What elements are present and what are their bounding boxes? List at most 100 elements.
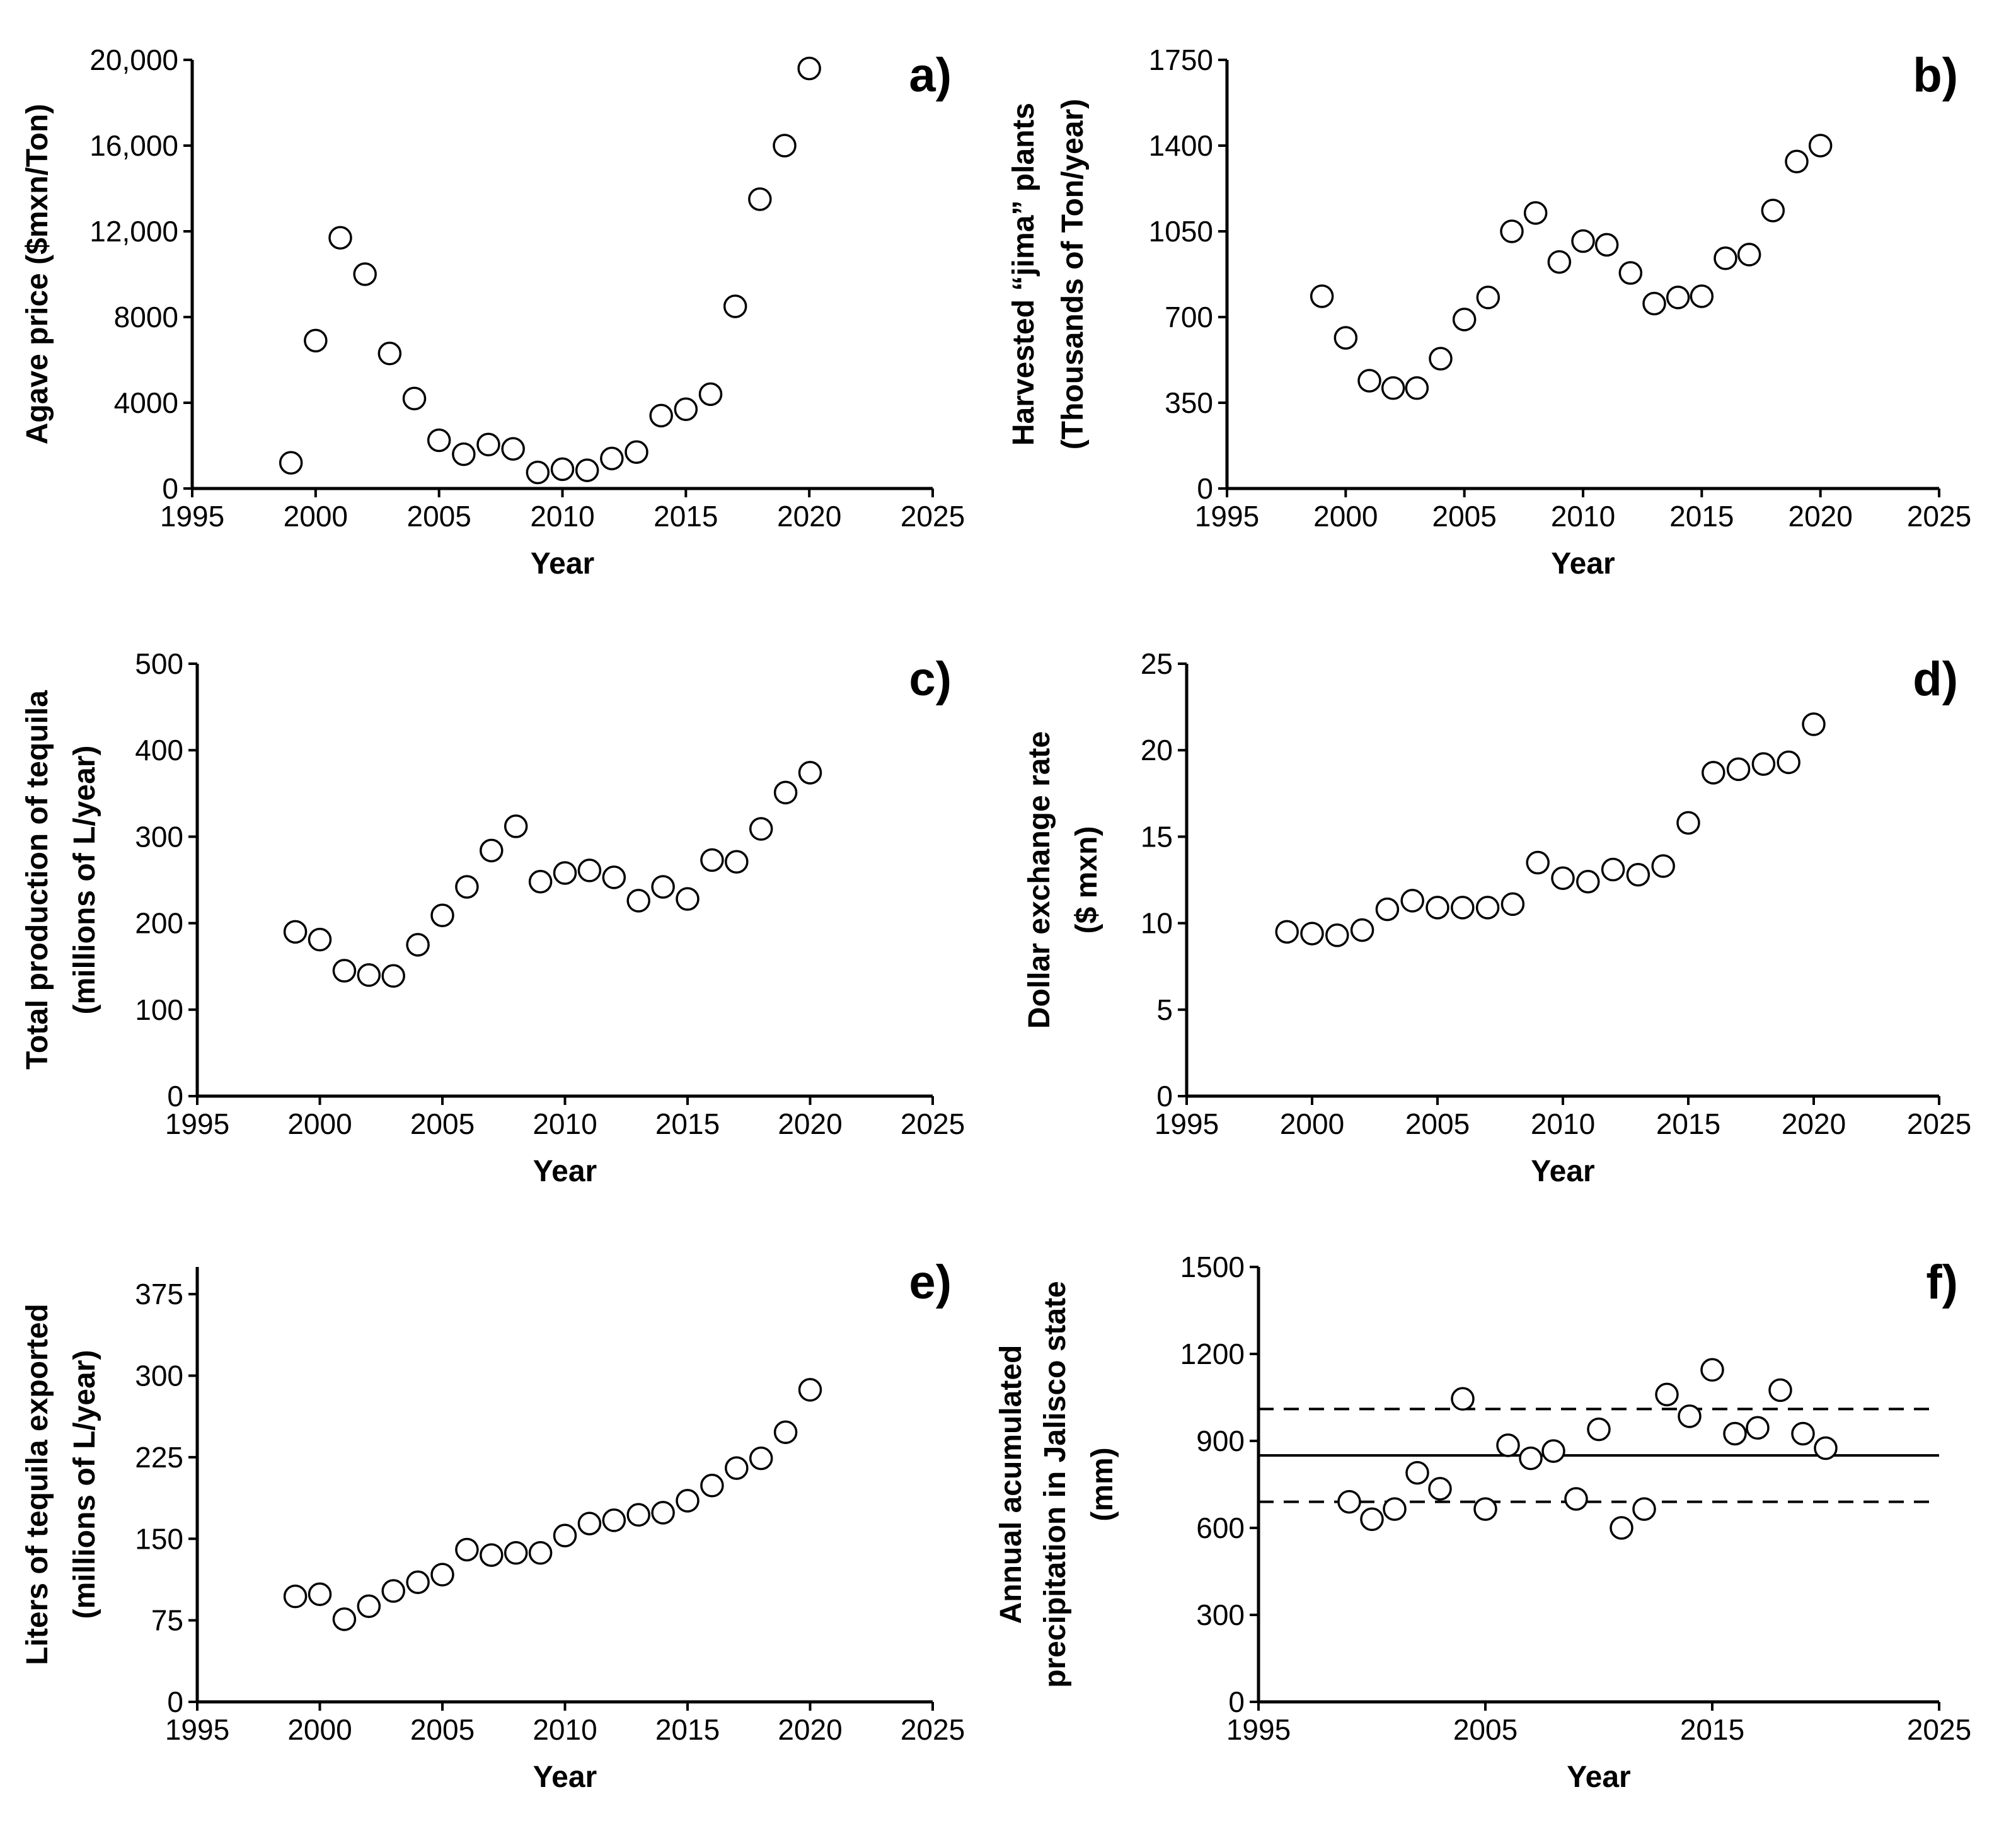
panel-1-y-tick-label-4: 12,000 <box>89 215 178 248</box>
panel-5-y-tick-label-1: 0 <box>167 1685 183 1718</box>
panel-4-x-tick-label-6: 2020 <box>1782 1107 1846 1140</box>
panel-4-y-tick-label-4: 15 <box>1141 820 1173 853</box>
panel-6-data-point-2014 <box>1678 1404 1702 1428</box>
panel-2: 0 350 700 1050 1400 1750 1995 2000 2005 2010 2015 2… <box>1007 43 1971 581</box>
panel-5-y-axis-title-line-2: (millions of L/year) <box>68 1350 101 1619</box>
panel-6-data-point-2015 <box>1700 1358 1724 1382</box>
panel-6-x-tick-label-2: 2005 <box>1453 1713 1518 1746</box>
panel-6-y-tick-label-5: 1200 <box>1180 1338 1245 1370</box>
panel-1-x-tick-label-1: 1995 <box>160 500 224 533</box>
panel-3-y-axis-title-line-2: (millions of L/year) <box>68 746 101 1015</box>
panel-2-data-point-2014 <box>1666 286 1690 309</box>
panel-6-data-point-2005 <box>1473 1497 1497 1521</box>
panel-4-x-tick-label-3: 2005 <box>1405 1107 1470 1140</box>
panel-6-label: f) <box>1926 1256 1958 1309</box>
panel-3-data-point-2003 <box>381 964 405 988</box>
panel-1-x-tick-label-2: 2000 <box>284 500 348 533</box>
panel-5-data-point-2015 <box>676 1489 700 1513</box>
panel-5-data-point-2000 <box>308 1582 332 1606</box>
panel-5-y-tick-label-4: 225 <box>135 1441 183 1474</box>
panel-1-data-point-2011 <box>575 458 599 482</box>
panel-6-x-tick-label-1: 1995 <box>1226 1713 1291 1746</box>
panel-5-x-tick-label-3: 2005 <box>410 1713 475 1746</box>
panel-6-data-point-2004 <box>1451 1387 1475 1411</box>
panel-4-x-axis-title: Year <box>1531 1155 1594 1188</box>
panel-4-data-point-2014 <box>1651 854 1675 878</box>
panel-5-data-point-2012 <box>602 1508 626 1532</box>
panel-3: 0 100 200 300 400 500 1995 2000 2005 2010 2015 2020… <box>21 647 965 1188</box>
panel-6-data-point-2019 <box>1791 1421 1815 1446</box>
panel-3-label: c) <box>909 652 952 706</box>
panel-1-data-point-2012 <box>600 446 624 471</box>
panel-2-y-axis-title-line-2: (Thousands of Ton/year) <box>1056 99 1090 449</box>
panel-4-data-point-2008 <box>1500 892 1525 916</box>
panel-1-data-point-2001 <box>328 226 352 250</box>
panel-2-y-tick-label-4: 1050 <box>1149 215 1213 248</box>
panel-1-data-point-2000 <box>304 328 328 353</box>
panel-5-data-point-2004 <box>406 1570 430 1594</box>
panel-5-x-tick-label-2: 2000 <box>287 1713 352 1746</box>
panel-3-data-point-1999 <box>283 920 308 944</box>
panel-6-data-point-2001 <box>1383 1497 1407 1521</box>
panel-3-y-tick-label-5: 400 <box>135 734 183 766</box>
panel-3-data-point-2009 <box>528 869 553 894</box>
panel-2-x-tick-label-1: 1995 <box>1195 500 1259 533</box>
panel-5-data-point-2017 <box>725 1456 749 1480</box>
panel-3-y-tick-label-1: 0 <box>167 1080 183 1113</box>
panel-3-x-tick-label-5: 2015 <box>655 1107 720 1140</box>
panel-5-y-axis-title-line-1: Liters of tequila exported <box>21 1304 54 1665</box>
panel-6-y-tick-label-4: 900 <box>1196 1425 1245 1457</box>
panel-1-x-tick-label-3: 2005 <box>406 500 471 533</box>
panel-1-data-point-2006 <box>452 442 476 466</box>
panel-2-data-point-2007 <box>1500 219 1524 243</box>
panel-4-data-point-1999 <box>1275 920 1299 944</box>
panel-4-data-point-2012 <box>1601 857 1625 882</box>
panel-4-x-tick-label-1: 1995 <box>1155 1107 1219 1140</box>
panel-6-y-axis-title-line-1: Annual acumulated <box>994 1345 1028 1624</box>
panel-6-data-point-2018 <box>1768 1378 1792 1402</box>
panel-3-x-tick-label-3: 2005 <box>410 1107 475 1140</box>
panel-2-data-point-2013 <box>1642 291 1666 316</box>
panel-4-data-point-2020 <box>1802 712 1826 736</box>
panel-4-y-tick-label-1: 0 <box>1156 1080 1173 1113</box>
panel-3-y-tick-label-6: 500 <box>135 647 183 680</box>
panel-4-data-point-2018 <box>1751 752 1776 776</box>
panel-1-y-tick-label-3: 8000 <box>114 301 178 333</box>
panel-6-data-point-2020 <box>1814 1436 1838 1460</box>
panel-3-data-point-2020 <box>798 761 822 785</box>
panel-2-data-point-2000 <box>1333 326 1358 350</box>
panel-1-x-axis-title: Year <box>531 547 594 581</box>
panel-5-x-tick-label-4: 2010 <box>533 1713 597 1746</box>
panel-2-data-point-2005 <box>1452 308 1477 332</box>
panel-2-data-point-2003 <box>1405 376 1429 400</box>
panel-4-label: d) <box>1913 652 1958 706</box>
panel-4-data-point-2010 <box>1551 866 1575 891</box>
panel-4-data-point-2005 <box>1426 896 1449 920</box>
panel-1-data-point-2007 <box>476 432 500 457</box>
panel-1-data-point-2015 <box>674 397 698 421</box>
panel-4-data-point-2004 <box>1400 889 1424 913</box>
panel-3-x-tick-label-1: 1995 <box>165 1107 229 1140</box>
panel-6-data-point-2007 <box>1519 1446 1543 1471</box>
panel-3-x-tick-label-2: 2000 <box>287 1107 352 1140</box>
panel-5-x-axis-title: Year <box>533 1760 597 1794</box>
panel-4-y-axis-title-line-1: Dollar exchange rate <box>1023 731 1056 1029</box>
panel-6: 0 300 600 900 1200 1500 1995 2005 2015 2025 Year An… <box>994 1251 1971 1794</box>
panel-5-data-point-2020 <box>798 1378 822 1402</box>
panel-3-data-point-2002 <box>357 963 381 987</box>
panel-1-data-point-2009 <box>526 460 550 485</box>
panel-4-data-point-2003 <box>1375 897 1400 922</box>
panel-3-data-point-2013 <box>626 889 650 913</box>
panel-4-data-point-2000 <box>1300 922 1324 945</box>
panel-6-data-point-2013 <box>1655 1382 1679 1407</box>
panel-6-data-point-2002 <box>1405 1460 1429 1485</box>
panel-2-y-tick-label-2: 350 <box>1165 386 1213 419</box>
panel-1-data-point-2002 <box>353 262 377 286</box>
panel-5-data-point-2007 <box>480 1543 504 1567</box>
panel-1-data-point-1999 <box>279 451 303 475</box>
panel-1-data-point-2014 <box>649 403 673 428</box>
panel-4-data-point-2017 <box>1726 757 1751 782</box>
panel-3-data-point-2011 <box>577 858 602 882</box>
